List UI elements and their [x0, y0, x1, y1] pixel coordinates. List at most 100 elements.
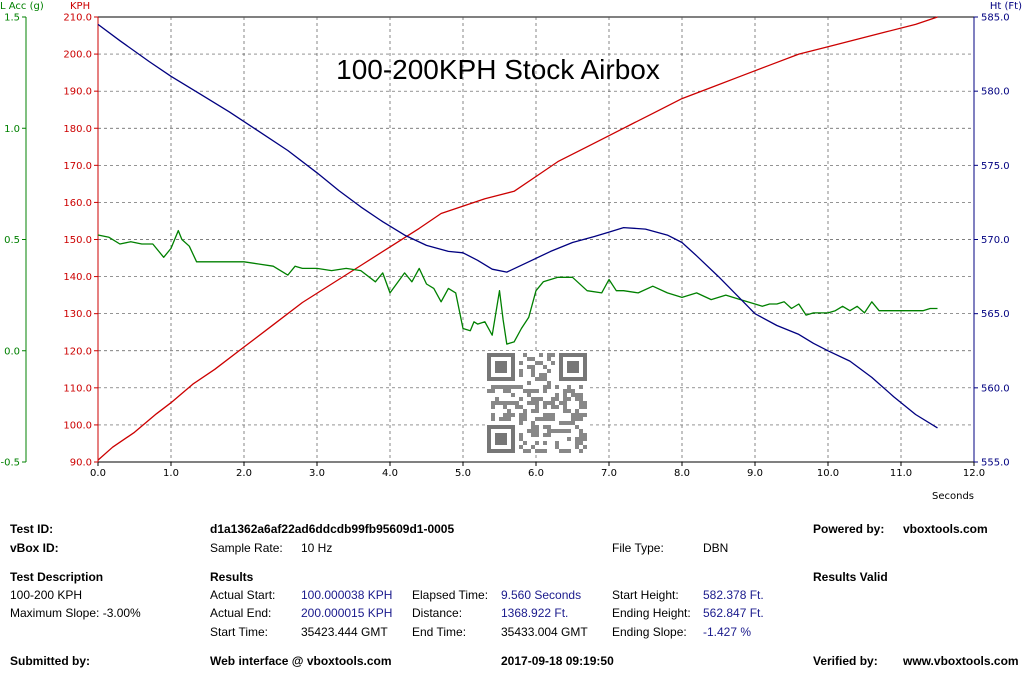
results-label: Results [210, 570, 254, 584]
qr-module [583, 433, 587, 437]
qr-module [559, 449, 563, 453]
qr-module [495, 401, 499, 405]
qr-module [563, 389, 567, 393]
qr-module [575, 417, 579, 421]
qr-module [523, 389, 527, 393]
file-type-label: File Type: [612, 541, 664, 555]
kph-tick-label: 160.0 [63, 198, 92, 209]
qr-module [491, 417, 495, 421]
qr-module [527, 381, 531, 385]
kph-tick-label: 120.0 [63, 346, 92, 357]
qr-module [515, 385, 519, 389]
qr-module [503, 413, 507, 417]
x-tick-label: 12.0 [963, 468, 985, 479]
qr-module [555, 429, 559, 433]
kph-tick-label: 210.0 [63, 13, 92, 24]
acc-tick-label: 1.0 [4, 124, 20, 135]
qr-module [507, 389, 511, 393]
qr-module [547, 401, 551, 405]
test-id-label: Test ID: [10, 522, 54, 536]
qr-module [539, 361, 543, 365]
qr-module [527, 401, 531, 405]
qr-module [555, 385, 559, 389]
kph-tick-label: 190.0 [63, 87, 92, 98]
qr-module [551, 405, 555, 409]
qr-module [563, 409, 567, 413]
qr-module [531, 365, 535, 369]
qr-module [571, 389, 575, 393]
ht-tick-label: 555.0 [981, 458, 1010, 469]
qr-module [567, 449, 571, 453]
qr-module [579, 433, 583, 437]
qr-module [507, 385, 511, 389]
qr-module [539, 373, 543, 377]
acc-axis-label: L Acc (g) [0, 1, 44, 12]
qr-module [519, 361, 523, 365]
qr-module [579, 385, 583, 389]
x-tick-label: 7.0 [601, 468, 617, 479]
qr-module [511, 385, 515, 389]
qr-module [491, 413, 495, 417]
ht-tick-label: 570.0 [981, 235, 1010, 246]
qr-module [583, 437, 587, 441]
qr-module [551, 397, 555, 401]
qr-module [535, 389, 539, 393]
kph-tick-label: 130.0 [63, 309, 92, 320]
x-tick-label: 4.0 [382, 468, 398, 479]
qr-module [543, 365, 547, 369]
qr-module [519, 417, 523, 421]
acc-tick-label: -0.5 [0, 458, 20, 469]
qr-module [567, 429, 571, 433]
qr-module [571, 421, 575, 425]
qr-module [543, 413, 547, 417]
kph-tick-label: 200.0 [63, 50, 92, 61]
qr-finder-core [495, 361, 507, 373]
qr-module [555, 393, 559, 397]
qr-code-watermark [485, 351, 589, 455]
qr-module [543, 441, 547, 445]
qr-module [519, 421, 523, 425]
x-tick-label: 0.0 [90, 468, 106, 479]
qr-module [543, 385, 547, 389]
qr-module [523, 409, 527, 413]
qr-module [527, 365, 531, 369]
qr-module [551, 361, 555, 365]
qr-module [575, 425, 579, 429]
qr-module [579, 429, 583, 433]
qr-module [527, 449, 531, 453]
qr-module [539, 397, 543, 401]
end-time-value: 35433.004 GMT [501, 625, 588, 639]
qr-module [535, 401, 539, 405]
start-time-label: Start Time: [210, 625, 269, 639]
qr-module [539, 353, 543, 357]
qr-module [531, 373, 535, 377]
qr-module [511, 401, 515, 405]
distance-value: 1368.922 Ft. [501, 606, 569, 620]
qr-module [535, 429, 539, 433]
qr-module [543, 449, 547, 453]
qr-module [543, 373, 547, 377]
qr-module [559, 429, 563, 433]
qr-module [551, 429, 555, 433]
qr-module [531, 445, 535, 449]
qr-module [531, 433, 535, 437]
qr-module [535, 405, 539, 409]
qr-module [583, 413, 587, 417]
x-tick-label: 9.0 [747, 468, 763, 479]
acc-tick-label: 0.5 [4, 235, 20, 246]
qr-module [583, 401, 587, 405]
qr-module [515, 401, 519, 405]
results-valid: Results Valid [813, 570, 888, 584]
qr-module [547, 381, 551, 385]
qr-module [559, 421, 563, 425]
qr-module [507, 417, 511, 421]
powered-by-label: Powered by: [813, 522, 885, 536]
ht-tick-label: 560.0 [981, 383, 1010, 394]
chart-series [97, 16, 938, 461]
qr-module [527, 357, 531, 361]
qr-module [555, 397, 559, 401]
qr-module [563, 429, 567, 433]
kph-tick-label: 170.0 [63, 161, 92, 172]
sample-rate-value: 10 Hz [301, 541, 333, 555]
qr-module [547, 413, 551, 417]
